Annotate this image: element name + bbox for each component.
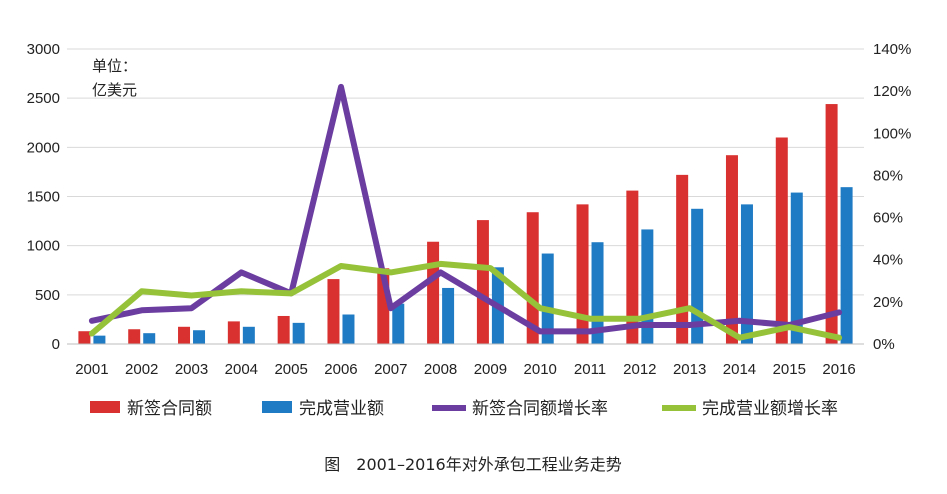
left-tick-label: 2500 [27, 90, 60, 107]
bar-new-contracts-2010 [526, 212, 539, 344]
right-axis-ticks: 0% 20% 40% 60% 80% 100% 120% 140% [873, 41, 911, 353]
bar-turnover-2007 [392, 303, 405, 344]
unit-label-line2: 亿美元 [92, 81, 137, 99]
x-tick-label: 2001 [75, 361, 108, 378]
right-tick-label: 80% [873, 167, 903, 184]
x-tick-label: 2006 [324, 361, 357, 378]
bar-turnover-2014 [740, 204, 753, 344]
bars [78, 104, 853, 344]
right-tick-label: 120% [873, 83, 911, 100]
x-tick-label: 2015 [773, 361, 806, 378]
x-axis-ticks: 2001 2002 2003 2004 2005 2006 2007 2008 2009 2010… [75, 361, 856, 378]
x-tick-label: 2008 [424, 361, 457, 378]
left-tick-label: 1000 [27, 238, 60, 255]
chart-title: 图 2001–2016年对外承包工程业务走势 [324, 455, 621, 474]
unit-label-line1: 单位： [92, 57, 137, 75]
legend-swatch-turnover [262, 401, 292, 413]
bar-new-contracts-2003 [178, 326, 191, 344]
bar-new-contracts-2006 [327, 279, 340, 344]
x-tick-label: 2016 [822, 361, 855, 378]
bar-new-contracts-2001 [78, 331, 91, 344]
bar-new-contracts-2008 [427, 241, 440, 344]
left-tick-label: 0 [52, 336, 60, 353]
bar-turnover-2008 [442, 287, 455, 344]
x-tick-label: 2014 [723, 361, 756, 378]
bar-new-contracts-2012 [626, 190, 639, 344]
bar-new-contracts-2004 [227, 321, 240, 344]
x-tick-label: 2009 [474, 361, 507, 378]
legend: 新签合同额 完成营业额 新签合同额增长率 完成营业额增长率 [90, 399, 838, 419]
left-tick-label: 2000 [27, 139, 60, 156]
legend-label-new-contracts: 新签合同额 [127, 399, 212, 419]
line-turnover-growth [88, 260, 843, 341]
right-tick-label: 60% [873, 210, 903, 227]
bar-new-contracts-2005 [277, 315, 290, 344]
bar-turnover-2016 [840, 187, 853, 344]
x-tick-label: 2011 [574, 361, 606, 378]
x-tick-label: 2010 [524, 361, 557, 378]
left-axis-ticks: 0 500 1000 1500 2000 2500 3000 [27, 41, 60, 353]
right-tick-label: 100% [873, 125, 911, 142]
right-tick-label: 20% [873, 294, 903, 311]
bar-new-contracts-2016 [825, 104, 838, 344]
left-tick-label: 500 [35, 287, 60, 304]
bar-turnover-2015 [790, 192, 803, 344]
x-tick-label: 2013 [673, 361, 706, 378]
legend-label-turnover-growth: 完成营业额增长率 [702, 399, 838, 419]
x-tick-label: 2005 [274, 361, 307, 378]
legend-label-turnover: 完成营业额 [299, 399, 384, 419]
x-tick-label: 2007 [374, 361, 407, 378]
x-tick-label: 2003 [175, 361, 208, 378]
bar-turnover-2003 [193, 330, 206, 344]
x-tick-label: 2004 [225, 361, 258, 378]
bar-turnover-2006 [342, 314, 355, 344]
x-tick-label: 2012 [623, 361, 656, 378]
right-tick-label: 140% [873, 41, 911, 58]
bar-turnover-2005 [292, 322, 305, 344]
bar-new-contracts-2011 [576, 204, 589, 344]
bar-new-contracts-2002 [128, 329, 141, 344]
bar-turnover-2004 [242, 326, 255, 344]
legend-swatch-new-contracts [90, 401, 120, 413]
lines [88, 83, 843, 341]
right-tick-label: 40% [873, 252, 903, 269]
bar-turnover-2001 [93, 335, 106, 344]
bar-new-contracts-2014 [725, 155, 738, 344]
bar-new-contracts-2015 [775, 137, 788, 344]
bar-new-contracts-2009 [476, 220, 489, 344]
left-tick-label: 3000 [27, 41, 60, 58]
left-tick-label: 1500 [27, 189, 60, 206]
bar-turnover-2010 [541, 253, 554, 344]
x-tick-label: 2002 [125, 361, 158, 378]
bar-turnover-2002 [143, 333, 156, 344]
legend-label-new-contracts-growth: 新签合同额增长率 [472, 399, 608, 419]
right-tick-label: 0% [873, 336, 895, 353]
bar-new-contracts-2013 [676, 174, 689, 344]
